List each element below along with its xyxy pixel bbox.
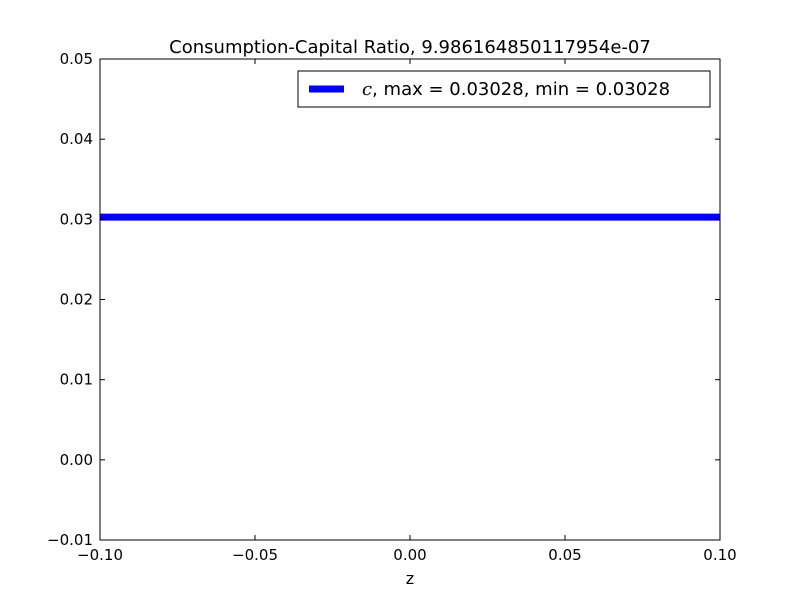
y-tick-label: 0.05 bbox=[60, 50, 93, 68]
legend-stats: , max = 0.03028, min = 0.03028 bbox=[372, 79, 670, 100]
x-tick-label: −0.10 bbox=[77, 546, 123, 564]
plot-area bbox=[100, 59, 720, 540]
x-tick-label: 0.10 bbox=[703, 546, 736, 564]
x-tick-label: −0.05 bbox=[232, 546, 278, 564]
legend-box bbox=[297, 70, 711, 108]
chart-title: Consumption-Capital Ratio, 9.98616485011… bbox=[169, 37, 651, 58]
y-tick-label: 0.01 bbox=[60, 371, 93, 389]
y-tick-label: 0.00 bbox=[60, 451, 93, 469]
legend-symbol: c bbox=[362, 79, 372, 100]
x-tick-label: 0.05 bbox=[548, 546, 581, 564]
y-tick-label: 0.02 bbox=[60, 291, 93, 309]
x-axis-label: z bbox=[406, 569, 414, 588]
y-tick-label: −0.01 bbox=[47, 531, 93, 549]
legend-label-0: c, max = 0.03028, min = 0.03028 bbox=[362, 79, 670, 100]
y-tick-label: 0.03 bbox=[60, 210, 93, 228]
x-tick-label: 0.00 bbox=[393, 546, 426, 564]
y-tick-label: 0.04 bbox=[60, 130, 93, 148]
legend: c, max = 0.03028, min = 0.03028 bbox=[297, 70, 711, 108]
